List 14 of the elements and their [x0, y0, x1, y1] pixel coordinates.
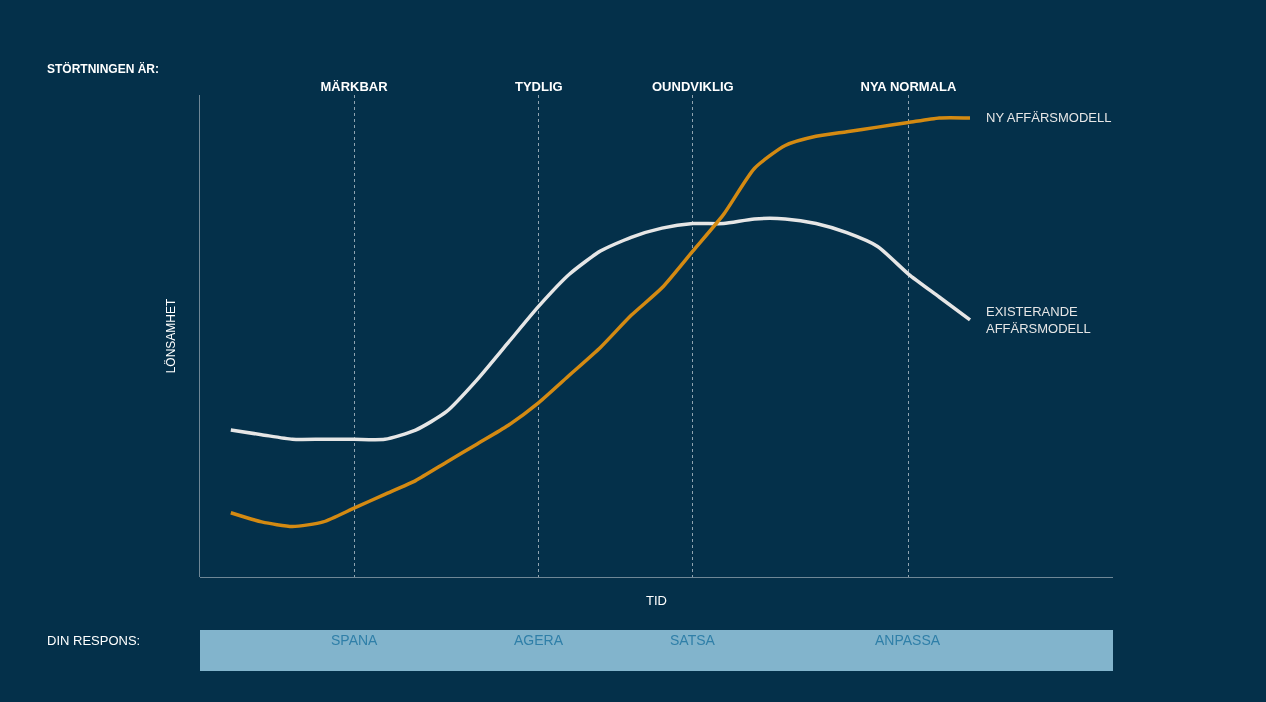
text: AGERA [514, 632, 564, 648]
x-axis-title: TID [646, 593, 667, 608]
x-tick-label: NYA NORMALA [860, 79, 957, 95]
text: SPANA [331, 632, 379, 648]
text: SATSA [670, 632, 716, 648]
text: DIN RESPONS: [47, 633, 141, 648]
text: STÖRTNINGEN ÄR: [47, 61, 159, 76]
y-axis-title: LÖNSAMHET [164, 298, 179, 374]
x-tick-label: TYDLIG [514, 79, 563, 95]
x-tick-label: OUNDVIKLIG [651, 79, 734, 95]
x-tick-label: MÄRKBAR [320, 79, 389, 95]
series-label: NY AFFÄRSMODELL [986, 110, 1112, 125]
series-label: EXISTERANDE AFFÄRSMODELL [986, 304, 1091, 336]
text: ANPASSA [875, 632, 941, 648]
